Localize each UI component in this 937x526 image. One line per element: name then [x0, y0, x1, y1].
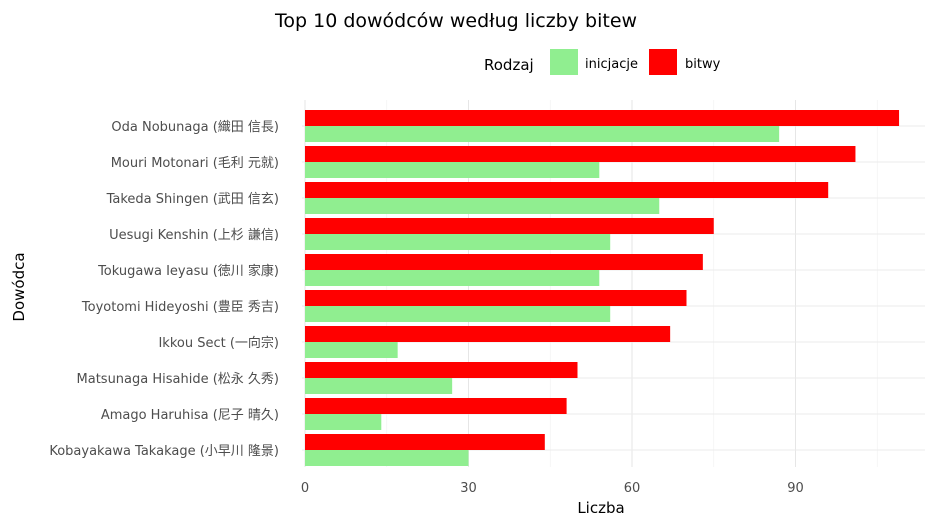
bar-inicjacje	[305, 378, 453, 394]
bar-bitwy	[305, 110, 900, 126]
y-tick-label: Tokugawa Ieyasu (徳川 家康)	[97, 263, 279, 279]
bar-inicjacje	[305, 414, 382, 430]
bar-bitwy	[305, 146, 856, 162]
y-tick-label: Oda Nobunaga (織田 信長)	[111, 120, 279, 135]
bar-inicjacje	[305, 234, 611, 250]
chart-title: Top 10 dowódców według liczby bitew	[274, 10, 637, 32]
bar-bitwy	[305, 398, 567, 414]
legend-label-inicjacje: inicjacje	[585, 57, 638, 72]
bar-inicjacje	[305, 450, 469, 466]
bar-bitwy	[305, 290, 687, 306]
legend-label-bitwy: bitwy	[685, 57, 721, 72]
bar-bitwy	[305, 326, 671, 342]
y-tick-label: Toyotomi Hideyoshi (豊臣 秀吉)	[81, 300, 279, 315]
y-tick-label: Uesugi Kenshin (上杉 謙信)	[109, 228, 279, 243]
x-tick-label: 0	[301, 481, 309, 496]
bar-bitwy	[305, 182, 829, 198]
bar-bitwy	[305, 362, 578, 378]
bar-bitwy	[305, 254, 703, 270]
y-axis-title: Dowódca	[10, 252, 28, 321]
y-tick-label: Mouri Motonari (毛利 元就)	[111, 156, 279, 171]
x-tick-label: 90	[787, 481, 804, 496]
y-tick-label: Kobayakawa Takakage (小早川 隆景)	[49, 444, 279, 459]
x-tick-label: 60	[624, 481, 641, 496]
y-tick-label: Amago Haruhisa (尼子 晴久)	[101, 408, 279, 423]
y-tick-label: Matsunaga Hisahide (松永 久秀)	[77, 372, 279, 387]
bar-bitwy	[305, 434, 545, 450]
bar-inicjacje	[305, 162, 600, 178]
legend-key-bitwy	[649, 49, 677, 75]
bar-inicjacje	[305, 198, 660, 214]
legend: Rodzaj inicjacje bitwy	[484, 49, 721, 75]
bar-inicjacje	[305, 342, 398, 358]
legend-title: Rodzaj	[484, 56, 534, 74]
y-tick-labels: Oda Nobunaga (織田 信長) Mouri Motonari (毛利 元…	[49, 120, 279, 459]
x-tick-labels: 0 30 60 90	[301, 481, 804, 496]
x-tick-label: 30	[460, 481, 477, 496]
bar-inicjacje	[305, 306, 611, 322]
y-tick-label: Takeda Shingen (武田 信玄)	[106, 192, 279, 207]
y-tick-label: Ikkou Sect (一向宗)	[158, 335, 279, 351]
x-axis-title: Liczba	[577, 499, 624, 517]
bars	[305, 110, 900, 466]
legend-key-inicjacje	[550, 49, 578, 75]
bar-bitwy	[305, 218, 714, 234]
bar-inicjacje	[305, 270, 600, 286]
bar-inicjacje	[305, 126, 780, 142]
